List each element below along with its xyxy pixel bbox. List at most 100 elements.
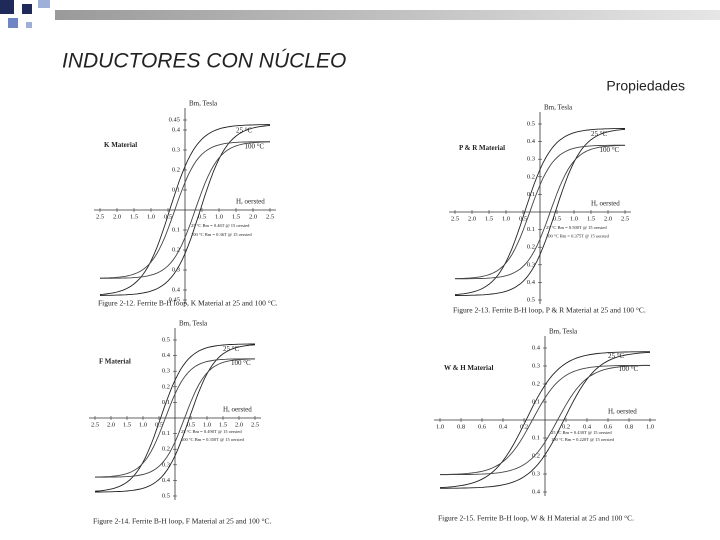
loop-curve xyxy=(100,141,271,279)
x-tick-label: 1.5 xyxy=(219,421,227,428)
y-tick-label: 0.2 xyxy=(532,452,540,459)
x-tick-label: 1.5 xyxy=(130,213,138,220)
y-tick-label: 0.45 xyxy=(169,116,180,123)
x-tick-label: 2.0 xyxy=(235,421,243,428)
caption: Figure 2-12. Ferrite B-H loop, K Materia… xyxy=(98,299,278,308)
header-bar xyxy=(55,10,720,20)
curve-label: 25 °C xyxy=(223,345,240,353)
deco-square xyxy=(22,4,32,14)
loop-curve xyxy=(455,128,626,296)
y-tick-label: 0.1 xyxy=(527,226,535,233)
y-tick-label: 0.4 xyxy=(172,286,181,293)
y-tick-label: 0.2 xyxy=(162,446,170,453)
x-tick-label: 0.2 xyxy=(562,423,570,430)
y-tick-label: 0.4 xyxy=(162,352,171,359)
x-tick-label: 1.0 xyxy=(646,423,654,430)
x-axis-label: H, oersted xyxy=(591,200,620,208)
y-tick-label: 0.3 xyxy=(172,266,180,273)
x-tick-label: 0.6 xyxy=(604,423,613,430)
loop-curve xyxy=(99,141,270,279)
x-tick-label: 1.0 xyxy=(502,215,510,222)
x-tick-label: 1.0 xyxy=(203,421,211,428)
y-tick-label: 0.2 xyxy=(527,173,535,180)
x-tick-label: 0.5 xyxy=(187,421,195,428)
loop-curve xyxy=(95,358,256,478)
y-axis-label: Bm, Tesla xyxy=(544,104,573,112)
caption: Figure 2-14. Ferrite B-H loop, F Materia… xyxy=(93,517,272,526)
y-tick-label: 0.3 xyxy=(162,461,170,468)
x-axis-label: H, oersted xyxy=(223,406,252,414)
curve-label: 25 °C xyxy=(236,126,253,134)
curve-label: 100 °C xyxy=(600,146,620,154)
x-tick-label: 2.0 xyxy=(604,215,612,222)
x-tick-label: 2.0 xyxy=(113,213,121,220)
y-axis-label: Bm, Tesla xyxy=(179,320,208,328)
loop-curve xyxy=(100,125,271,296)
y-tick-label: 0.2 xyxy=(162,383,170,390)
y-tick-label: 0.4 xyxy=(162,477,171,484)
loop-curve xyxy=(455,144,625,280)
x-tick-label: 1.5 xyxy=(485,215,493,222)
x-tick-label: 0.8 xyxy=(625,423,633,430)
y-tick-label: 0.2 xyxy=(172,166,180,173)
y-tick-label: 0.3 xyxy=(162,368,170,375)
x-tick-label: 2.5 xyxy=(96,213,104,220)
caption: Figure 2-15. Ferrite B-H loop, W & H Mat… xyxy=(438,514,634,523)
loop-curve xyxy=(439,351,650,489)
loop-curve xyxy=(454,128,625,296)
material-label: W & H Material xyxy=(444,364,493,372)
y-tick-label: 0.5 xyxy=(162,492,170,499)
y-axis-label: Bm, Tesla xyxy=(189,100,218,108)
x-tick-label: 0.4 xyxy=(583,423,592,430)
y-tick-label: 0.1 xyxy=(162,430,170,437)
x-tick-label: 1.0 xyxy=(215,213,223,220)
y-axis-label: Bm, Tesla xyxy=(549,328,578,336)
y-tick-label: 0.4 xyxy=(527,138,536,145)
y-tick-label: 0.3 xyxy=(532,362,540,369)
loop-curve xyxy=(455,144,625,280)
y-tick-label: 0.2 xyxy=(532,380,540,387)
y-tick-label: 0.3 xyxy=(527,156,535,163)
note: 100 °C Bm = 0.375T @ 15 oersted xyxy=(546,234,610,239)
y-tick-label: 0.4 xyxy=(532,344,541,351)
x-tick-label: 0.6 xyxy=(478,423,487,430)
loop-curve xyxy=(94,343,255,492)
x-tick-label: 0.5 xyxy=(155,421,163,428)
x-tick-label: 0.5 xyxy=(164,213,172,220)
deco-square xyxy=(8,18,18,28)
caption: Figure 2-13. Ferrite B-H loop, P & R Mat… xyxy=(453,306,646,315)
note: 25 °C Bm = 0.490T @ 15 oersted xyxy=(181,429,242,434)
y-tick-label: 0.4 xyxy=(172,126,181,133)
note: 100 °C Bm = 0.36T @ 15 oersted xyxy=(191,232,252,237)
x-tick-label: 0.5 xyxy=(519,215,527,222)
y-tick-label: 0.2 xyxy=(527,244,535,251)
y-tick-label: 0.45 xyxy=(169,296,180,303)
loop-curve xyxy=(440,364,650,475)
note: 100 °C Bm = 0.220T @ 15 oersted xyxy=(551,437,615,442)
note: 25 °C Bm = 0.430T @ 15 oersted xyxy=(551,430,612,435)
curve-label: 100 °C xyxy=(231,359,251,367)
y-tick-label: 0.5 xyxy=(162,336,170,343)
loop-curve xyxy=(94,358,255,478)
y-tick-label: 0.1 xyxy=(532,434,540,441)
loop-curve xyxy=(99,124,270,295)
x-tick-label: 0.2 xyxy=(520,423,528,430)
x-tick-label: 2.0 xyxy=(107,421,115,428)
y-tick-label: 0.3 xyxy=(172,146,180,153)
curve-label: 25 °C xyxy=(608,352,625,360)
material-label: P & R Material xyxy=(459,144,505,152)
material-label: F Material xyxy=(99,357,131,365)
x-tick-label: 2.5 xyxy=(451,215,459,222)
curve-label: 25 °C xyxy=(591,130,608,138)
loop-curve xyxy=(95,344,256,493)
y-tick-label: 0.3 xyxy=(532,470,540,477)
x-tick-label: 0.8 xyxy=(457,423,465,430)
x-tick-label: 2.0 xyxy=(468,215,476,222)
x-tick-label: 1.0 xyxy=(570,215,578,222)
note: 25 °C Bm = 0.46T @ 15 oersted xyxy=(191,223,250,228)
y-tick-label: 0.4 xyxy=(532,488,541,495)
curve-label: 100 °C xyxy=(245,143,265,151)
deco-square xyxy=(0,0,14,14)
y-tick-label: 0.4 xyxy=(527,279,536,286)
